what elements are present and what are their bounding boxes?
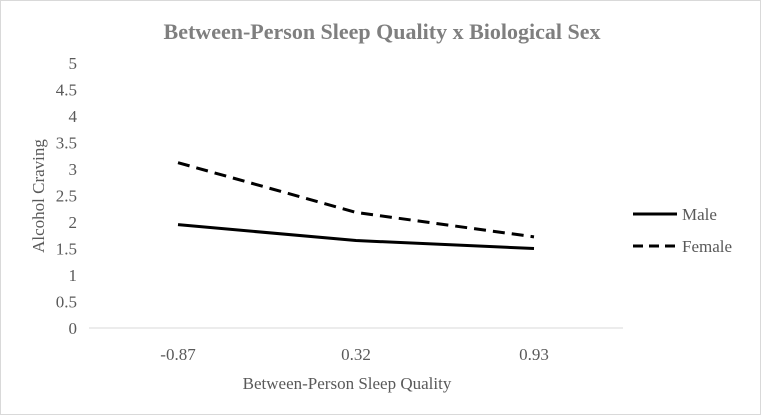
y-tick-label: 2.5 [56, 187, 77, 206]
legend: Male Female [633, 205, 732, 256]
x-axis-title: Between-Person Sleep Quality [243, 374, 452, 393]
x-tick-label: -0.87 [160, 345, 196, 364]
y-axis-title: Alcohol Craving [29, 139, 48, 253]
y-tick-label: 1 [69, 266, 78, 285]
chart-title: Between-Person Sleep Quality x Biologica… [164, 19, 601, 44]
y-tick-label: 2 [69, 213, 78, 232]
legend-label-male: Male [682, 205, 717, 224]
y-tick-label: 0 [69, 319, 78, 338]
y-tick-label: 5 [69, 54, 78, 73]
series-line-male [177, 223, 535, 250]
y-tick-label: 1.5 [56, 240, 77, 259]
legend-label-female: Female [682, 237, 732, 256]
series-lines [177, 161, 535, 250]
y-axis-ticks: 0 0.5 1 1.5 2 2.5 3 3.5 4 4.5 5 [56, 54, 78, 338]
y-tick-label: 3 [69, 160, 78, 179]
y-tick-label: 3.5 [56, 134, 77, 153]
y-tick-label: 4 [69, 107, 78, 126]
x-axis-ticks: -0.87 0.32 0.93 [160, 345, 549, 364]
x-tick-label: 0.32 [341, 345, 371, 364]
x-tick-label: 0.93 [519, 345, 549, 364]
series-line-female [177, 161, 535, 239]
y-tick-label: 0.5 [56, 293, 77, 312]
y-tick-label: 4.5 [56, 81, 77, 100]
